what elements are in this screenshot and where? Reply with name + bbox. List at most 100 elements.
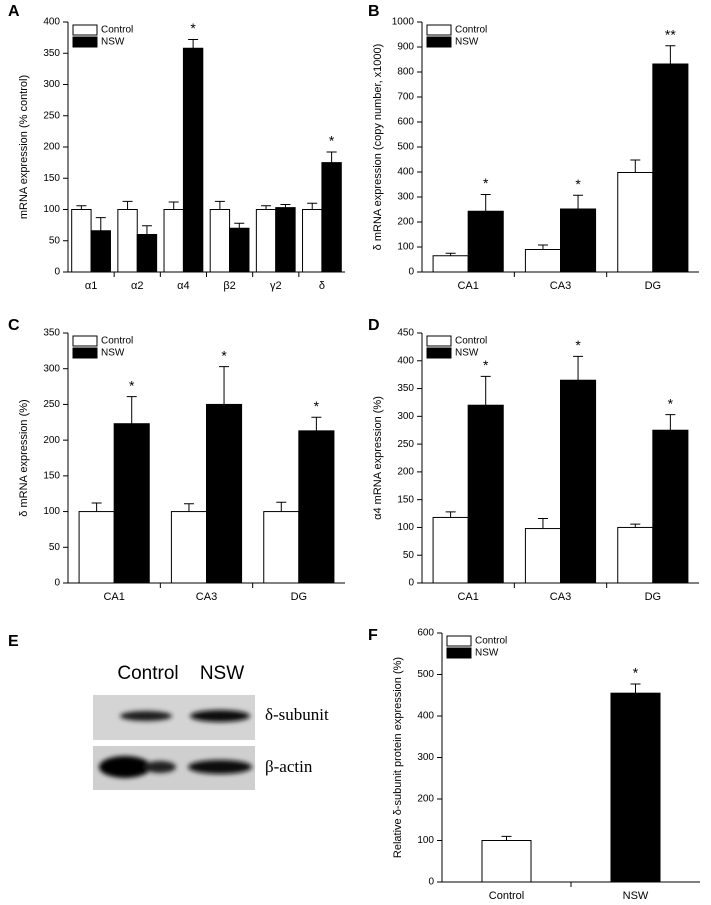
legend-swatch xyxy=(72,36,98,48)
bar xyxy=(90,230,111,273)
x-tick-label: CA3 xyxy=(196,591,217,603)
y-tick-label: 100 xyxy=(397,522,414,533)
y-tick-label: 0 xyxy=(408,267,414,278)
y-tick-label: 150 xyxy=(43,470,60,481)
legend-swatch xyxy=(426,36,452,48)
error-bar xyxy=(630,683,641,694)
bar xyxy=(182,47,204,273)
bar xyxy=(652,63,689,273)
y-tick-label: 400 xyxy=(397,167,414,178)
error-bar xyxy=(537,518,548,529)
y-tick-label: 500 xyxy=(417,669,434,680)
error-bar xyxy=(95,217,106,231)
error-bar xyxy=(76,205,87,210)
error-bar xyxy=(219,366,230,405)
bar xyxy=(560,208,597,273)
legend-label: NSW xyxy=(455,37,479,48)
x-tick-label: β2 xyxy=(223,280,235,292)
legend-swatch xyxy=(72,24,98,36)
x-tick-label: DG xyxy=(645,591,662,603)
bar xyxy=(617,526,654,584)
error-bar xyxy=(630,159,641,173)
y-tick-label: 1000 xyxy=(392,17,415,28)
error-bar xyxy=(665,45,676,64)
y-tick-label: 350 xyxy=(43,48,60,59)
x-tick-label: CA1 xyxy=(103,591,124,603)
error-bar xyxy=(573,355,584,381)
bar xyxy=(275,207,296,273)
y-axis-label: α4 mRNA expression (%) xyxy=(372,396,384,520)
y-tick-label: 500 xyxy=(397,142,414,153)
x-tick-label: DG xyxy=(645,280,662,292)
y-tick-label: 350 xyxy=(43,328,60,339)
lane-label: Control xyxy=(117,663,178,684)
error-bar xyxy=(480,194,491,212)
bar xyxy=(136,234,158,273)
y-tick-label: 250 xyxy=(43,110,60,121)
error-bar xyxy=(480,375,491,406)
y-tick-label: 150 xyxy=(43,173,60,184)
y-tick-label: 450 xyxy=(397,328,414,339)
band-label: β-actin xyxy=(265,757,313,776)
bar xyxy=(117,209,138,273)
y-tick-label: 0 xyxy=(408,578,414,589)
y-tick-label: 100 xyxy=(417,835,434,846)
y-tick-label: 300 xyxy=(397,411,414,422)
x-tick-label: CA1 xyxy=(457,591,478,603)
x-tick-label: γ2 xyxy=(270,280,282,292)
legend-label: NSW xyxy=(475,648,499,659)
y-tick-label: 0 xyxy=(54,267,60,278)
legend-label: Control xyxy=(475,636,507,647)
error-bar xyxy=(168,201,179,210)
bar xyxy=(229,227,250,273)
bar xyxy=(524,249,561,273)
x-tick-label: Control xyxy=(489,890,524,900)
y-tick-label: 200 xyxy=(417,794,434,805)
y-tick-label: 400 xyxy=(43,17,60,28)
legend-swatch xyxy=(446,635,472,647)
bar xyxy=(113,423,150,584)
significance-marker: * xyxy=(575,176,581,192)
bar xyxy=(263,511,300,584)
error-bar xyxy=(126,396,137,424)
legend-label: NSW xyxy=(455,348,479,359)
bar xyxy=(206,403,243,584)
y-tick-label: 300 xyxy=(397,192,414,203)
x-tick-label: NSW xyxy=(623,890,649,900)
panel-letter: E xyxy=(8,633,19,650)
significance-marker: * xyxy=(190,20,196,36)
legend-swatch xyxy=(72,347,98,359)
y-tick-label: 600 xyxy=(417,628,434,639)
y-tick-label: 250 xyxy=(43,399,60,410)
y-tick-label: 100 xyxy=(43,204,60,215)
panel-letter: B xyxy=(368,3,380,20)
y-tick-label: 200 xyxy=(43,142,60,153)
significance-marker: * xyxy=(668,395,674,411)
significance-marker: * xyxy=(483,357,489,373)
error-bar xyxy=(188,39,199,49)
y-axis-label: δ mRNA expression (%) xyxy=(18,399,30,516)
y-tick-label: 400 xyxy=(397,355,414,366)
error-bar xyxy=(665,414,676,431)
bar xyxy=(432,255,469,273)
bar xyxy=(560,379,597,584)
y-axis-label: δ mRNA expression (copy number, x1000) xyxy=(372,44,384,251)
error-bar xyxy=(445,511,456,518)
bar xyxy=(170,511,207,584)
bar xyxy=(481,840,532,883)
significance-marker: * xyxy=(633,665,639,681)
panel-letter: C xyxy=(8,317,20,334)
x-tick-label: CA3 xyxy=(550,280,571,292)
y-tick-label: 0 xyxy=(428,877,434,888)
legend-swatch xyxy=(446,647,472,659)
y-axis-label: mRNA expression (% control) xyxy=(18,75,30,219)
bar xyxy=(255,209,277,273)
bar xyxy=(298,430,335,584)
error-bar xyxy=(261,205,272,210)
error-bar xyxy=(280,204,291,208)
y-tick-label: 150 xyxy=(397,494,414,505)
error-bar xyxy=(630,523,641,528)
significance-marker: * xyxy=(329,133,335,149)
error-bar xyxy=(501,835,512,841)
bar xyxy=(610,692,661,883)
